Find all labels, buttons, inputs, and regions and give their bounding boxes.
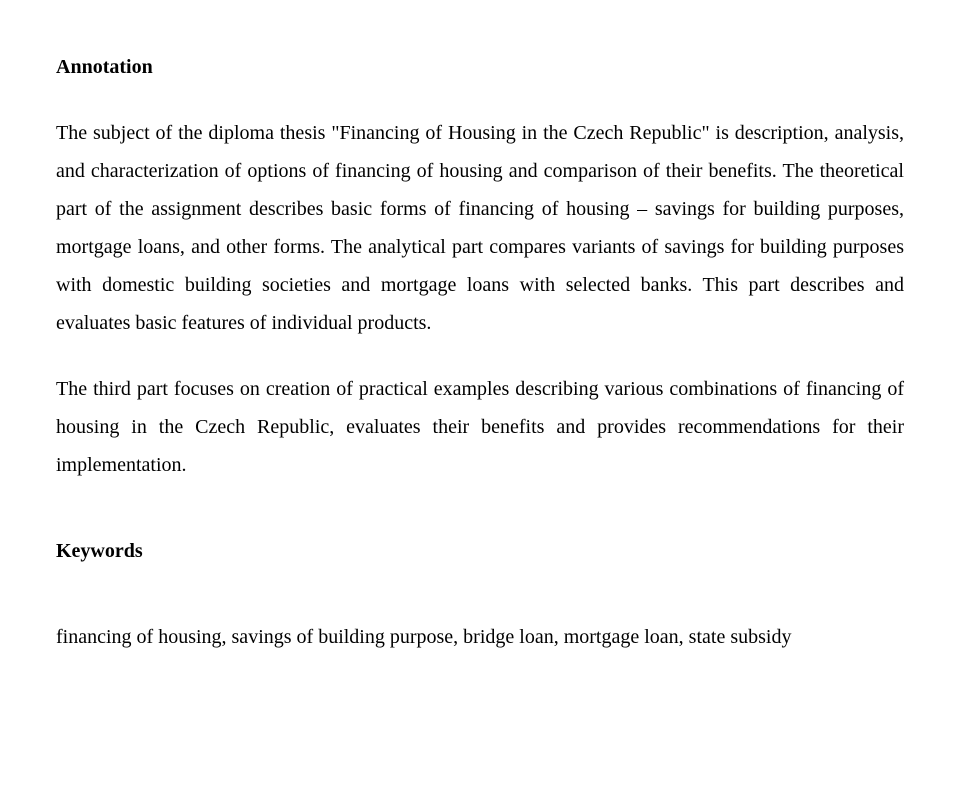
keywords-heading: Keywords	[56, 532, 904, 570]
annotation-heading: Annotation	[56, 48, 904, 86]
annotation-paragraph-1: The subject of the diploma thesis "Finan…	[56, 114, 904, 342]
keywords-text: financing of housing, savings of buildin…	[56, 618, 904, 656]
annotation-paragraph-2: The third part focuses on creation of pr…	[56, 370, 904, 484]
